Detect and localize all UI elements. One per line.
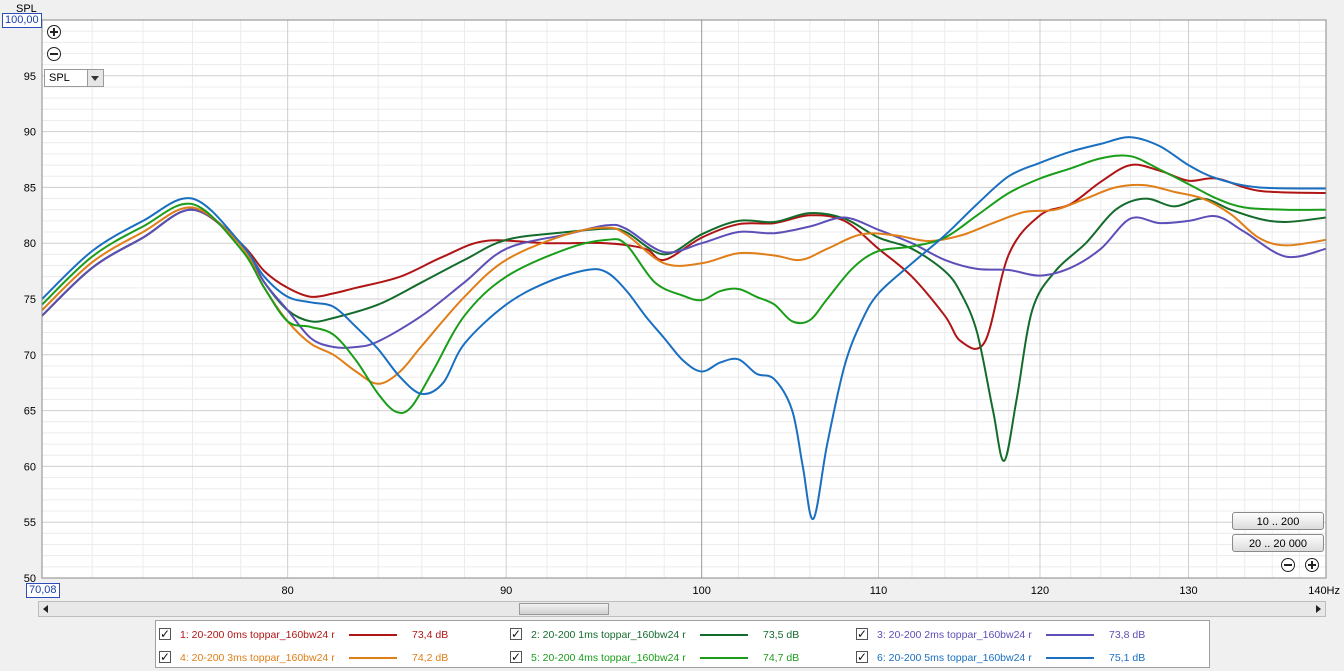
series-line-2[interactable] [41,197,1327,462]
y-top-value[interactable]: 100,00 [2,13,42,28]
scroll-left-icon[interactable] [43,605,48,613]
legend-label: 5: 20-200 4ms toppar_160bw24 r [531,652,686,664]
chevron-down-icon[interactable] [87,70,103,86]
legend-swatch [349,657,397,659]
legend-swatch [700,657,748,659]
legend-panel: 1: 20-200 0ms toppar_160bw24 r 73,4 dB 2: … [155,620,1210,668]
legend-checkbox[interactable] [856,648,868,666]
legend-db-value: 75,1 dB [1109,652,1146,664]
legend-db-value: 74,2 dB [412,652,449,664]
legend-label: 3: 20-200 2ms toppar_160bw24 r [877,629,1032,641]
spl-chart[interactable]: 50 55 60 65 70 75 80 85 90 95 80 90 100 110 120 130 140… [0,0,1344,600]
y-tick-label: 55 [24,517,36,529]
y-unit-label: SPL [16,3,37,15]
y-axis-ticks: 50 55 60 65 70 75 80 85 90 95 [24,71,36,585]
y-tick-label: 65 [24,406,36,418]
legend-item-5[interactable]: 5: 20-200 4ms toppar_160bw24 r 74,7 dB [510,648,850,667]
legend-swatch [1046,634,1094,636]
plot-frame [41,19,1327,579]
legend-item-3[interactable]: 3: 20-200 2ms toppar_160bw24 r 73,8 dB [856,625,1196,644]
series-line-5[interactable] [41,154,1327,415]
legend-checkbox[interactable] [159,648,171,666]
y-tick-label: 50 [24,573,36,585]
x-zoom-out-icon[interactable] [1281,558,1295,572]
series-line-3[interactable] [41,208,1327,349]
grid-minor [42,20,1326,578]
zoom-in-icon[interactable] [47,25,61,39]
legend-label: 2: 20-200 1ms toppar_160bw24 r [531,629,686,641]
y-tick-label: 70 [24,350,36,362]
range-20-20000-button[interactable]: 20 .. 20 000 [1232,534,1324,552]
legend-label: 1: 20-200 0ms toppar_160bw24 r [180,629,335,641]
legend-checkbox[interactable] [856,625,868,643]
mode-select-value: SPL [49,72,70,84]
scrollbar-thumb[interactable] [519,603,609,615]
x-tick-label: 90 [500,585,512,597]
x-tick-label: 140Hz [1308,585,1340,597]
x-tick-label: 100 [693,585,711,597]
x-left-value[interactable]: 70,08 [26,583,60,598]
legend-checkbox[interactable] [159,625,171,643]
legend-label: 6: 20-200 5ms toppar_160bw24 r [877,652,1032,664]
x-tick-label: 120 [1031,585,1049,597]
y-tick-label: 60 [24,461,36,473]
legend-label: 4: 20-200 3ms toppar_160bw24 r [180,652,335,664]
y-tick-label: 95 [24,71,36,83]
legend-db-value: 73,5 dB [763,629,800,641]
x-tick-label: 80 [282,585,294,597]
x-tick-label: 110 [870,585,888,597]
y-tick-label: 75 [24,294,36,306]
legend-db-value: 73,4 dB [412,629,449,641]
legend-item-1[interactable]: 1: 20-200 0ms toppar_160bw24 r 73,4 dB [159,625,499,644]
legend-checkbox[interactable] [510,648,522,666]
legend-swatch [700,634,748,636]
scroll-right-icon[interactable] [1316,605,1321,613]
x-zoom-in-icon[interactable] [1305,558,1319,572]
y-tick-label: 90 [24,127,36,139]
y-tick-label: 80 [24,238,36,250]
horizontal-scrollbar[interactable] [38,601,1326,617]
zoom-out-icon[interactable] [47,47,61,61]
series-line-1[interactable] [41,163,1327,350]
x-tick-label: 130 [1179,585,1197,597]
legend-checkbox[interactable] [510,625,522,643]
x-axis-ticks: 80 90 100 110 120 130 140Hz [282,585,1340,597]
legend-swatch [349,634,397,636]
legend-db-value: 73,8 dB [1109,629,1146,641]
mode-select[interactable]: SPL [44,69,104,87]
legend-item-2[interactable]: 2: 20-200 1ms toppar_160bw24 r 73,5 dB [510,625,850,644]
series-line-4[interactable] [41,183,1327,385]
series-line-6[interactable] [41,136,1327,520]
legend-db-value: 74,7 dB [763,652,800,664]
series-group [41,136,1327,520]
legend-swatch [1046,657,1094,659]
y-tick-label: 85 [24,182,36,194]
range-10-200-button[interactable]: 10 .. 200 [1232,512,1324,530]
legend-item-4[interactable]: 4: 20-200 3ms toppar_160bw24 r 74,2 dB [159,648,499,667]
legend-item-6[interactable]: 6: 20-200 5ms toppar_160bw24 r 75,1 dB [856,648,1196,667]
